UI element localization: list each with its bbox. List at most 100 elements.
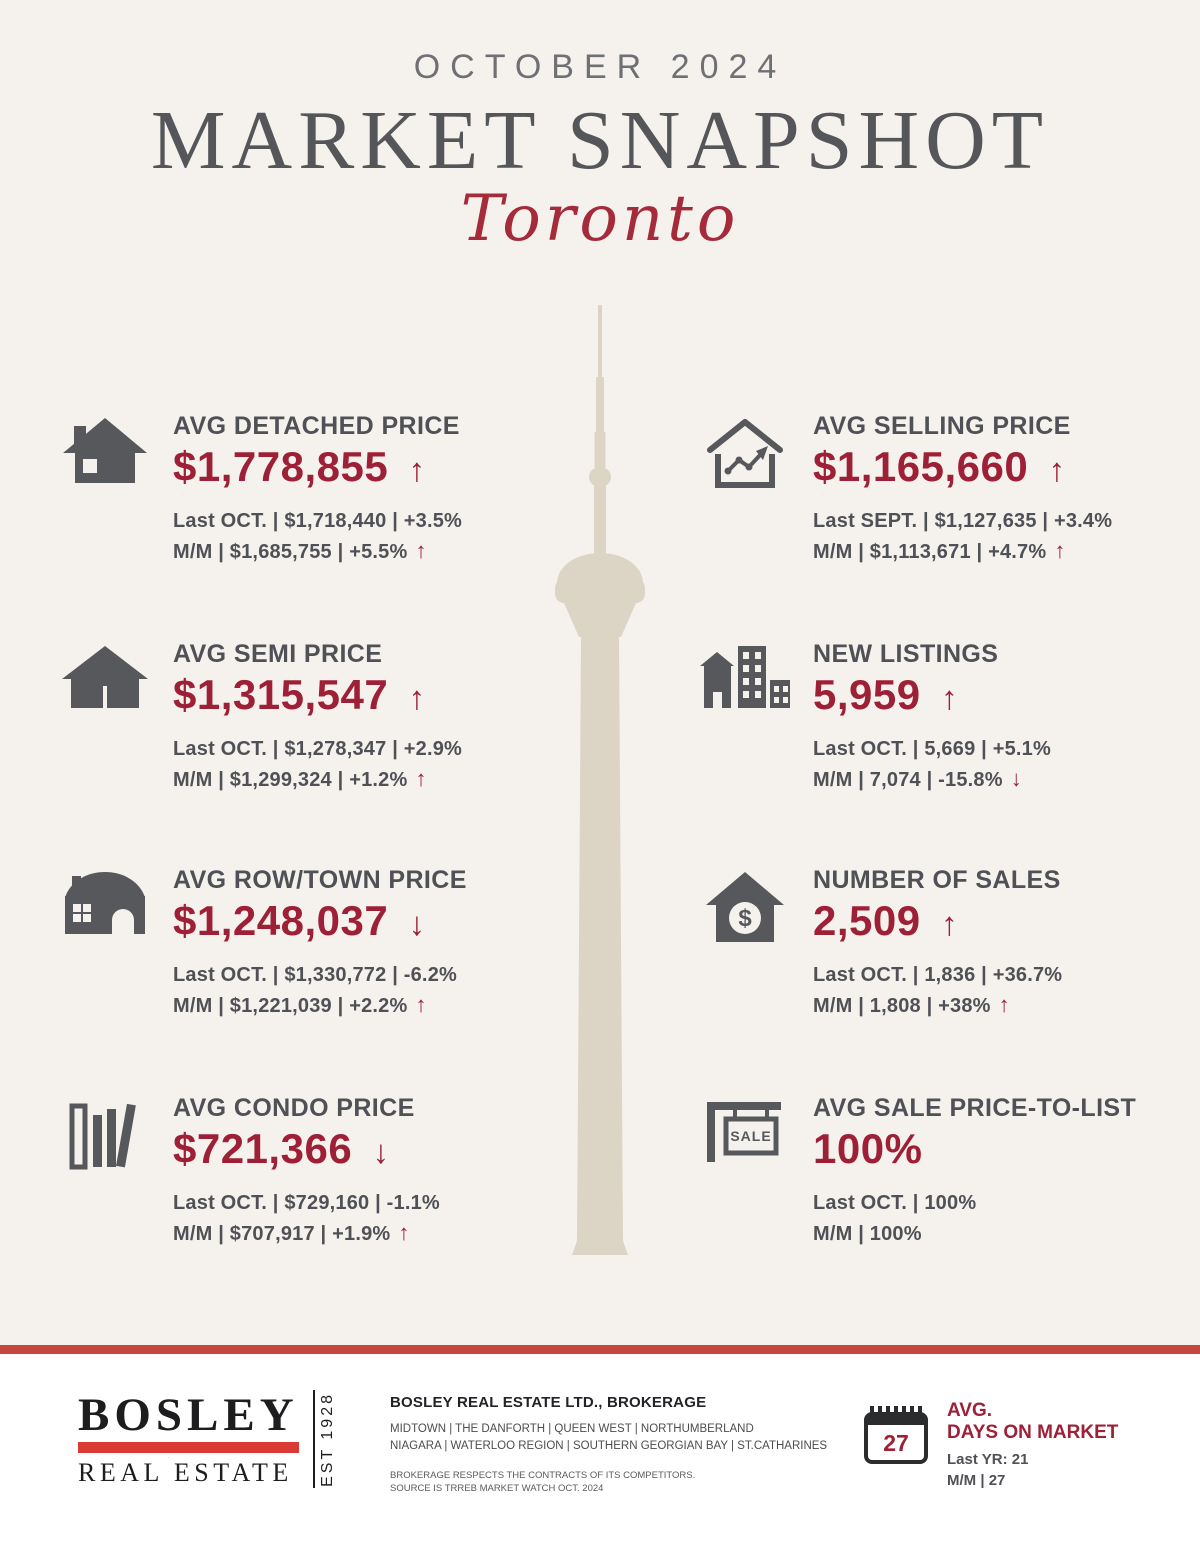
stat-mm-line: M/M | $707,917 | +1.9% ↑ (173, 1218, 575, 1249)
stat-body: AVG SEMI PRICE $1,315,547 ↑ Last OCT. | … (173, 640, 575, 795)
stat-value-row: 2,509 ↑ (813, 898, 1175, 954)
stat-value: $1,778,855 (173, 443, 389, 490)
stat-mm-line: M/M | $1,685,755 | +5.5% ↑ (173, 536, 575, 567)
stat-last-year-line: Last OCT. | $1,330,772 | -6.2% (173, 964, 457, 986)
trend-up-arrow-icon: ↑ (408, 679, 426, 716)
stat-avg-selling-price: AVG SELLING PRICE $1,165,660 ↑ Last SEPT… (695, 412, 1175, 567)
brokerage-info: BOSLEY REAL ESTATE LTD., BROKERAGE MIDTO… (390, 1394, 830, 1495)
stat-avg-row-town-price: AVG ROW/TOWN PRICE $1,248,037 ↓ Last OCT… (55, 866, 575, 1021)
dom-mm: M/M | 27 (947, 1472, 1006, 1489)
stat-last-year-line: Last SEPT. | $1,127,635 | +3.4% (813, 510, 1113, 532)
brokerage-title: BOSLEY REAL ESTATE LTD., BROKERAGE (390, 1394, 707, 1411)
trend-up-arrow-icon: ↑ (398, 1220, 410, 1245)
trend-down-arrow-icon: ↓ (372, 1133, 390, 1170)
regions-line-2: NIAGARA | WATERLOO REGION | SOUTHERN GEO… (390, 1440, 828, 1452)
stat-mm-line: M/M | $1,113,671 | +4.7% ↑ (813, 536, 1175, 567)
dom-last-year: Last YR: 21 (947, 1451, 1029, 1468)
logo-subtitle: REAL ESTATE (78, 1458, 293, 1487)
calendar-icon: 27 (863, 1400, 929, 1491)
condo-icon (55, 1094, 155, 1249)
stat-mm-line: M/M | 100% (813, 1218, 1175, 1249)
calendar-days-value: 27 (883, 1430, 909, 1456)
stat-mm-text: M/M | 7,074 | -15.8% (813, 769, 1003, 791)
stat-label: AVG CONDO PRICE (173, 1094, 415, 1122)
trend-down-arrow-icon: ↓ (1010, 766, 1022, 791)
stat-body: NUMBER OF SALES 2,509 ↑ Last OCT. | 1,83… (813, 866, 1175, 1021)
stat-last-year-line: Last OCT. | $729,160 | -1.1% (173, 1192, 440, 1214)
stat-label: AVG ROW/TOWN PRICE (173, 866, 467, 894)
stat-value-row: $721,366 ↓ (173, 1126, 575, 1182)
stat-value: $1,165,660 (813, 443, 1029, 490)
stat-label: AVG SALE PRICE-TO-LIST (813, 1094, 1137, 1122)
trend-up-arrow-icon: ↑ (1048, 451, 1066, 488)
brokerage-disclaimer: BROKERAGE RESPECTS THE CONTRACTS OF ITS … (390, 1469, 830, 1495)
stat-value: 2,509 (813, 897, 921, 944)
stat-label: AVG DETACHED PRICE (173, 412, 460, 440)
footer: BOSLEY REAL ESTATE EST 1928 BOSLEY REAL … (0, 1354, 1200, 1544)
stat-new-listings: NEW LISTINGS 5,959 ↑ Last OCT. | 5,669 |… (695, 640, 1175, 795)
header-month: OCTOBER 2024 (413, 48, 787, 86)
stat-value: $1,315,547 (173, 671, 389, 718)
trend-up-arrow-icon: ↑ (941, 679, 958, 716)
trend-down-arrow-icon: ↓ (408, 905, 426, 942)
sale-sign-text: SALE (730, 1128, 771, 1144)
stat-last-year-line: Last OCT. | $1,718,440 | +3.5% (173, 510, 463, 532)
logo-red-bar (78, 1442, 299, 1453)
dollar-sign-glyph: $ (738, 905, 752, 932)
stat-number-of-sales: $ NUMBER OF SALES 2,509 ↑ Last OCT. | 1,… (695, 866, 1175, 1021)
footer-red-stripe (0, 1345, 1200, 1354)
row-town-house-icon (55, 866, 155, 1021)
dom-label-days-on-market: DAYS ON MARKET (947, 1422, 1119, 1443)
stat-body: AVG SALE PRICE-TO-LIST 100% Last OCT. | … (813, 1094, 1175, 1249)
stat-avg-condo-price: AVG CONDO PRICE $721,366 ↓ Last OCT. | $… (55, 1094, 575, 1249)
trend-up-arrow-icon: ↑ (998, 992, 1010, 1017)
trend-up-arrow-icon: ↑ (408, 451, 426, 488)
stat-mm-text: M/M | 100% (813, 1223, 922, 1245)
stat-mm-line: M/M | $1,299,324 | +1.2% ↑ (173, 764, 575, 795)
stat-last-year-line: Last OCT. | 100% (813, 1192, 977, 1214)
stat-value: $721,366 (173, 1125, 353, 1172)
cn-tower-illustration (535, 305, 665, 1255)
trend-up-arrow-icon: ↑ (415, 992, 427, 1017)
bosley-logo: BOSLEY REAL ESTATE EST 1928 (78, 1390, 337, 1488)
semi-house-icon (55, 640, 155, 795)
dom-label-avg: AVG. (947, 1400, 993, 1421)
stat-mm-text: M/M | $1,685,755 | +5.5% (173, 541, 408, 563)
house-trend-chart-icon (695, 412, 795, 567)
detached-house-icon (55, 412, 155, 567)
logo-est-divider: EST 1928 (312, 1390, 337, 1488)
trend-up-arrow-icon: ↑ (415, 538, 427, 563)
trend-up-arrow-icon: ↑ (415, 766, 427, 791)
days-on-market-block: 27 AVG. DAYS ON MARKET Last YR: 21 M/M |… (863, 1400, 1118, 1491)
stat-mm-text: M/M | $707,917 | +1.9% (173, 1223, 391, 1245)
stat-value: 5,959 (813, 671, 921, 718)
stat-mm-text: M/M | $1,299,324 | +1.2% (173, 769, 408, 791)
stat-label: AVG SELLING PRICE (813, 412, 1071, 440)
disclaimer-line-1: BROKERAGE RESPECTS THE CONTRACTS OF ITS … (390, 1470, 696, 1481)
stat-value: $1,248,037 (173, 897, 389, 944)
stat-mm-line: M/M | 7,074 | -15.8% ↓ (813, 764, 1175, 795)
stat-last-year-line: Last OCT. | 5,669 | +5.1% (813, 738, 1051, 760)
stat-label: AVG SEMI PRICE (173, 640, 383, 668)
city-buildings-icon (695, 640, 795, 795)
stat-avg-detached-price: AVG DETACHED PRICE $1,778,855 ↑ Last OCT… (55, 412, 575, 567)
logo-est-text: EST 1928 (318, 1391, 336, 1487)
stat-value-row: $1,165,660 ↑ (813, 444, 1175, 500)
stat-body: AVG CONDO PRICE $721,366 ↓ Last OCT. | $… (173, 1094, 575, 1249)
stat-body: NEW LISTINGS 5,959 ↑ Last OCT. | 5,669 |… (813, 640, 1175, 795)
stat-avg-semi-price: AVG SEMI PRICE $1,315,547 ↑ Last OCT. | … (55, 640, 575, 795)
page-title: MARKET SNAPSHOT (150, 94, 1050, 187)
stat-last-year-line: Last OCT. | 1,836 | +36.7% (813, 964, 1063, 986)
bosley-logo-main: BOSLEY REAL ESTATE (78, 1390, 299, 1488)
stat-label: NEW LISTINGS (813, 640, 999, 668)
stat-body: AVG ROW/TOWN PRICE $1,248,037 ↓ Last OCT… (173, 866, 575, 1021)
regions-line-1: MIDTOWN | THE DANFORTH | QUEEN WEST | NO… (390, 1423, 754, 1435)
stat-avg-sale-price-to-list: SALE AVG SALE PRICE-TO-LIST 100% Last OC… (695, 1094, 1175, 1249)
stat-value-row: $1,778,855 ↑ (173, 444, 575, 500)
stat-mm-text: M/M | $1,221,039 | +2.2% (173, 995, 408, 1017)
logo-wordmark: BOSLEY (78, 1389, 299, 1441)
stat-value-row: $1,315,547 ↑ (173, 672, 575, 728)
disclaimer-line-2: SOURCE IS TRREB MARKET WATCH OCT. 2024 (390, 1483, 604, 1494)
trend-up-arrow-icon: ↑ (941, 905, 958, 942)
